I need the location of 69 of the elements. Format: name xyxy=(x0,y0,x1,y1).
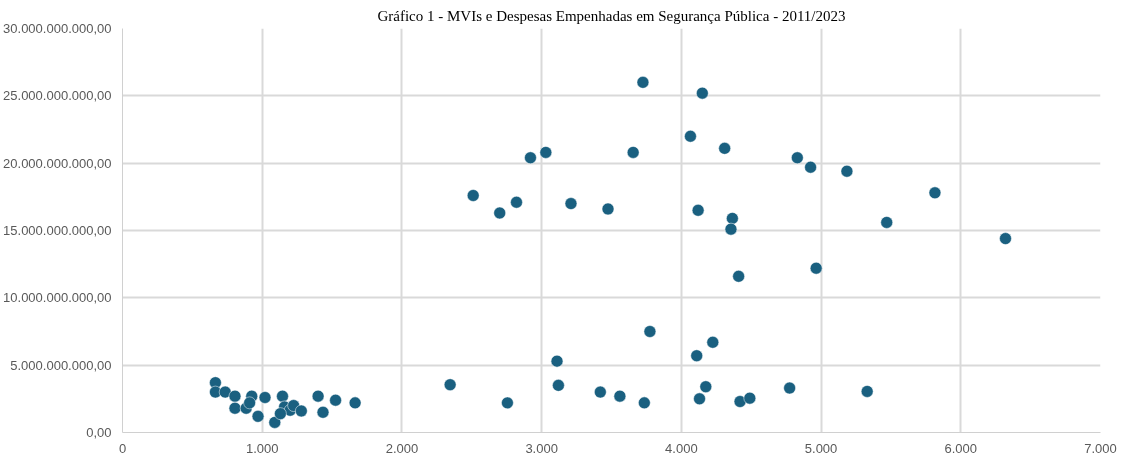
x-tick-label: 2.000 xyxy=(385,440,419,456)
point xyxy=(501,396,514,410)
point xyxy=(539,146,553,159)
point xyxy=(258,391,272,404)
point xyxy=(209,385,222,399)
point xyxy=(564,197,578,210)
point xyxy=(243,396,256,410)
point xyxy=(999,232,1012,245)
point xyxy=(601,202,615,216)
y-tick-label: 0,00 xyxy=(86,425,112,440)
y-tick-label: 5.000.000.000,00 xyxy=(10,357,112,373)
point xyxy=(594,385,607,399)
point xyxy=(699,380,713,393)
y-tick-label: 10.000.000.000,00 xyxy=(3,290,112,306)
y-tick-label: 25.000.000.000,00 xyxy=(3,88,112,104)
x-tick-label: 7.000 xyxy=(1084,440,1117,456)
point xyxy=(348,396,362,410)
point xyxy=(880,216,893,229)
x-tick-label: 5.000 xyxy=(804,440,838,456)
point xyxy=(316,406,330,419)
point xyxy=(295,404,308,418)
point xyxy=(643,325,657,338)
point xyxy=(228,402,242,415)
point xyxy=(724,222,738,236)
point xyxy=(626,146,640,159)
point xyxy=(928,186,942,200)
x-tick-label: 1.000 xyxy=(245,440,279,456)
x-tick-label: 0 xyxy=(118,440,127,456)
y-tick-label: 30.000.000.000,00 xyxy=(3,21,112,36)
point xyxy=(743,391,757,405)
point xyxy=(691,204,705,217)
point xyxy=(552,379,565,392)
y-tick-label: 15.000.000.000,00 xyxy=(3,223,112,238)
point xyxy=(613,389,627,403)
point xyxy=(804,160,817,174)
point xyxy=(726,212,739,225)
point xyxy=(510,195,523,209)
point xyxy=(693,392,706,406)
point xyxy=(493,206,506,220)
point xyxy=(636,76,650,89)
point xyxy=(218,385,232,399)
point xyxy=(809,261,823,275)
point xyxy=(228,389,242,403)
point xyxy=(524,151,537,165)
point xyxy=(276,389,289,403)
point xyxy=(783,381,796,395)
chart-title: Gráfico 1 - MVIs e Despesas Empenhadas em Segurança Pública - 2011/2023 xyxy=(377,7,846,24)
point xyxy=(732,270,745,283)
point xyxy=(329,393,342,407)
point xyxy=(840,165,854,178)
point xyxy=(718,142,731,155)
x-tick-label: 4.000 xyxy=(665,440,698,456)
point xyxy=(550,354,564,368)
point xyxy=(638,396,651,410)
point xyxy=(706,336,720,349)
point xyxy=(696,86,709,100)
point xyxy=(733,395,747,408)
point xyxy=(791,151,804,165)
point xyxy=(443,378,457,391)
point xyxy=(274,407,287,420)
x-tick-label: 6.000 xyxy=(944,440,978,456)
point xyxy=(684,130,697,143)
x-tick-label: 3.000 xyxy=(525,440,558,456)
point xyxy=(466,189,480,202)
point xyxy=(690,349,703,362)
point xyxy=(860,385,874,398)
y-tick-label: 20.000.000.000,00 xyxy=(3,155,112,171)
point xyxy=(251,410,265,423)
point xyxy=(311,389,325,403)
